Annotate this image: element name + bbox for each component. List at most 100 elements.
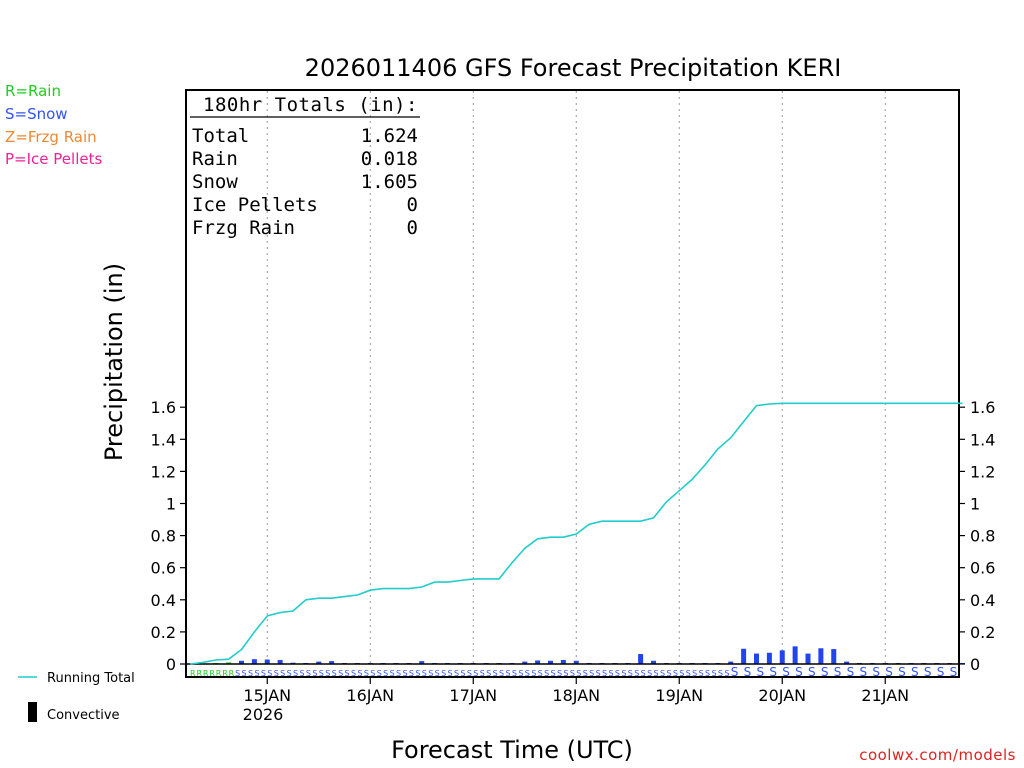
y-axis-label: Precipitation (in) xyxy=(100,263,128,461)
ptype-letter-snow: S xyxy=(731,665,739,679)
precip-bar xyxy=(792,646,798,664)
precip-bar xyxy=(277,659,283,664)
year-label: 2026 xyxy=(243,705,284,724)
precip-bar xyxy=(548,660,553,664)
ptype-letter-snow: S xyxy=(563,669,568,678)
ptype-letter-snow: S xyxy=(467,669,472,678)
ptype-letter-snow: S xyxy=(518,669,523,678)
ptype-letter-rain: R xyxy=(209,669,215,678)
precip-bar xyxy=(264,659,270,664)
ptype-letter-snow: S xyxy=(924,665,932,679)
ptype-letter-snow: S xyxy=(525,669,530,678)
ptype-letter-snow: S xyxy=(377,669,382,678)
convective-legend-swatch xyxy=(28,702,37,722)
plot-frame xyxy=(185,89,960,678)
precip-bar xyxy=(831,649,837,664)
ptype-letter-snow: S xyxy=(570,669,575,678)
ptype-letter-snow: S xyxy=(615,669,620,678)
ptype-letter-snow: S xyxy=(531,669,536,678)
precip-bar xyxy=(316,661,322,664)
y-tick-label-left: 1.2 xyxy=(151,462,176,481)
ptype-letter-snow: S xyxy=(402,669,407,678)
ptype-letter-snow: S xyxy=(505,669,510,678)
precip-bar xyxy=(251,659,257,664)
ptype-letter-snow: S xyxy=(287,669,292,678)
legend-convective: Convective xyxy=(47,708,120,723)
y-tick-label-left: 0.6 xyxy=(151,559,176,578)
ptype-letter-snow: S xyxy=(454,669,459,678)
ptype-letter-snow: S xyxy=(583,669,588,678)
ptype-letter-snow: S xyxy=(847,665,855,679)
y-tick-label-left: 1.6 xyxy=(151,398,176,417)
ptype-letter-snow: S xyxy=(589,669,594,678)
x-ticks: 15JAN 16JAN 17JAN 18JAN 19JAN 20JAN 21JAN xyxy=(243,677,909,705)
ptype-letter-snow: S xyxy=(299,669,304,678)
ptype-letter-snow: S xyxy=(235,669,240,678)
y-tick-label-right: 1 xyxy=(970,495,980,514)
chart-title: 2026011406 GFS Forecast Precipitation KE… xyxy=(305,54,842,82)
ptype-letter-snow: S xyxy=(673,669,678,678)
ptype-letter-snow: S xyxy=(834,665,842,679)
y-tick-label-right: 1.2 xyxy=(970,462,995,481)
ptype-letter-snow: S xyxy=(705,669,710,678)
totals-label-rain: Rain xyxy=(192,148,238,170)
ptype-letter-rain: R xyxy=(222,669,228,678)
x-tick-label: 15JAN xyxy=(243,686,291,705)
ptype-letter-snow: S xyxy=(950,665,958,679)
ptype-letter-snow: S xyxy=(711,669,716,678)
precip-bar xyxy=(805,653,811,664)
totals-value-total: 1.624 xyxy=(361,125,418,147)
ptype-letter-snow: S xyxy=(621,669,626,678)
precip-bar xyxy=(754,653,759,664)
precip-bar xyxy=(535,660,541,664)
y-tick-label-left: 0.8 xyxy=(151,527,176,546)
ptype-letter-snow: S xyxy=(248,669,253,678)
ptype-letter-snow: S xyxy=(345,669,350,678)
totals-value-snow: 1.605 xyxy=(361,171,418,193)
x-tick-label: 20JAN xyxy=(758,686,806,705)
ptype-letter-snow: S xyxy=(357,669,362,678)
y-tick-label-right: 0.4 xyxy=(970,591,995,610)
ptype-letter-snow: S xyxy=(795,665,803,679)
x-tick-label: 21JAN xyxy=(861,686,909,705)
ptype-letter-snow: S xyxy=(325,669,330,678)
precip-bar xyxy=(522,661,528,664)
ptype-letter-rain: R xyxy=(203,669,209,678)
ptype-letter-snow: S xyxy=(499,669,504,678)
ptype-letter-snow: S xyxy=(383,669,388,678)
totals-label-snow: Snow xyxy=(192,171,238,193)
ptype-letter-snow: S xyxy=(666,669,671,678)
ptype-letter-snow: S xyxy=(808,665,816,679)
ptype-letter-snow: S xyxy=(551,669,556,678)
ptype-letter-snow: S xyxy=(557,669,562,678)
precip-bar xyxy=(239,660,244,664)
ptype-letter-snow: S xyxy=(744,665,752,679)
totals-value-rain: 0.018 xyxy=(361,148,418,170)
x-tick-label: 19JAN xyxy=(655,686,703,705)
x-axis-label: Forecast Time (UTC) xyxy=(391,736,633,764)
precip-bar xyxy=(560,659,566,664)
ptype-letter-snow: S xyxy=(486,669,491,678)
ptype-letter-snow: S xyxy=(860,665,868,679)
ptype-letter-snow: S xyxy=(885,665,893,679)
ptype-letter-snow: S xyxy=(782,665,790,679)
precip-bar xyxy=(638,654,644,664)
legend-rain: R=Rain xyxy=(5,82,61,100)
ptype-letter-rain: R xyxy=(196,669,202,678)
precip-bar xyxy=(651,660,656,664)
ptype-letter-snow: S xyxy=(692,669,697,678)
ptype-letter-snow: S xyxy=(435,669,440,678)
y-ticks: 0 0 0.2 0.2 0.4 0.4 0.6 0.6 0.8 0.8 1 1 1.2 1.2 1.4 1.4… xyxy=(151,398,996,674)
ptype-letter-snow: S xyxy=(267,669,272,678)
ptype-letter-snow: S xyxy=(660,669,665,678)
ptype-letter-snow: S xyxy=(937,665,945,679)
running-total-line xyxy=(189,402,963,665)
totals-value-ice-pellets: 0 xyxy=(407,194,418,216)
ptype-letter-snow: S xyxy=(448,669,453,678)
precip-bar xyxy=(779,650,785,664)
ptype-letter-rain: R xyxy=(229,669,235,678)
legend-frzg-rain: Z=Frzg Rain xyxy=(5,128,97,146)
ptype-letter-snow: S xyxy=(261,669,266,678)
ptype-letter-snow: S xyxy=(634,669,639,678)
